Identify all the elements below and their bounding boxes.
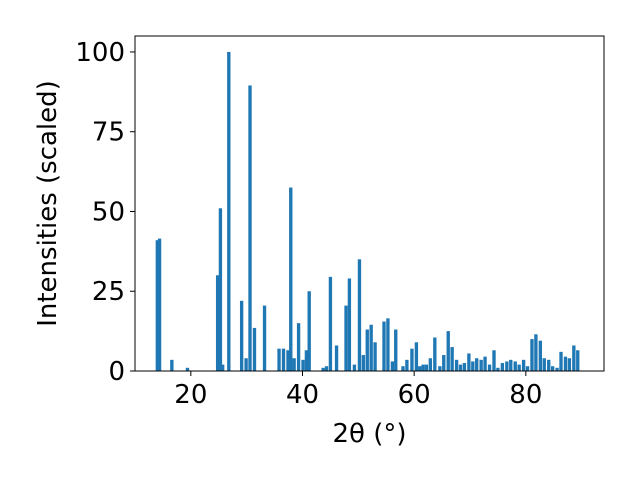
bar (483, 356, 487, 371)
bar (289, 187, 293, 371)
bar (418, 366, 422, 371)
bar (550, 366, 555, 371)
bar (239, 300, 244, 371)
bar (559, 351, 563, 371)
bar (421, 364, 425, 371)
bar (410, 348, 414, 371)
x-axis-ticks: 20 40 60 80 (174, 371, 542, 410)
bar (458, 364, 463, 371)
bar (369, 324, 373, 371)
bar (386, 318, 390, 371)
bar (170, 359, 174, 371)
bar (215, 275, 220, 371)
bars-group (155, 51, 580, 371)
x-tick-label: 60 (398, 380, 431, 410)
bar (438, 366, 442, 371)
bar (442, 355, 446, 371)
bar (248, 85, 252, 371)
bar (227, 51, 231, 371)
bar (555, 367, 559, 371)
bar (155, 240, 160, 371)
y-tick-label: 50 (92, 197, 125, 227)
bar (525, 366, 530, 371)
bar (572, 345, 576, 371)
x-tick-label: 80 (509, 380, 542, 410)
bar (500, 363, 505, 371)
bar (496, 367, 500, 371)
bar (352, 364, 357, 371)
bar (505, 361, 509, 371)
bar (538, 340, 543, 371)
bar (405, 359, 409, 371)
bar (394, 329, 398, 371)
bar (344, 305, 348, 371)
bar (576, 350, 580, 371)
bar (513, 361, 517, 371)
bar (424, 364, 429, 371)
y-tick-label: 100 (75, 38, 125, 68)
bar (547, 359, 551, 371)
bar (492, 350, 496, 371)
bar (390, 361, 395, 371)
bar (475, 358, 479, 371)
bar (321, 367, 325, 371)
bar (567, 358, 572, 371)
bar (542, 358, 546, 371)
bar (185, 367, 190, 371)
bar (471, 361, 475, 371)
bar (220, 364, 225, 371)
bar (361, 355, 366, 371)
bar (262, 305, 267, 371)
bar (521, 359, 526, 371)
bar (373, 342, 377, 371)
bar (462, 363, 467, 371)
bar (157, 238, 162, 371)
bar (304, 350, 309, 371)
bar (487, 364, 492, 371)
bar (286, 350, 290, 371)
bar (365, 329, 369, 371)
bar (534, 334, 538, 371)
bar (401, 366, 405, 371)
x-tick-label: 40 (286, 380, 319, 410)
bar (450, 347, 454, 371)
bar (563, 356, 568, 371)
y-axis-label: Intensities (scaled) (33, 80, 63, 327)
bar (357, 259, 362, 371)
bar (252, 327, 257, 371)
bar (517, 364, 521, 371)
bar (244, 358, 248, 371)
bar (324, 366, 329, 371)
bar (433, 337, 437, 371)
y-tick-label: 25 (92, 277, 125, 307)
bar (296, 323, 301, 371)
bar (414, 342, 419, 371)
bar (218, 208, 223, 371)
bar (446, 331, 450, 371)
bar (467, 353, 471, 371)
bar (347, 278, 352, 371)
bar (530, 339, 534, 371)
bar (277, 348, 281, 371)
bar (292, 358, 296, 371)
bar (509, 359, 513, 371)
x-axis-label: 2θ (°) (332, 419, 406, 449)
bar (454, 359, 459, 371)
x-tick-label: 20 (174, 380, 207, 410)
y-tick-label: 0 (108, 357, 125, 387)
bar (281, 348, 286, 371)
bar (479, 359, 483, 371)
y-axis-ticks: 0 25 50 75 100 (75, 38, 135, 387)
bar (428, 358, 433, 371)
y-tick-label: 75 (92, 118, 125, 148)
bar (301, 359, 305, 371)
bar (382, 321, 386, 371)
bar (334, 345, 339, 371)
bar (307, 291, 311, 371)
bar (328, 276, 333, 371)
plot-frame (134, 35, 605, 372)
